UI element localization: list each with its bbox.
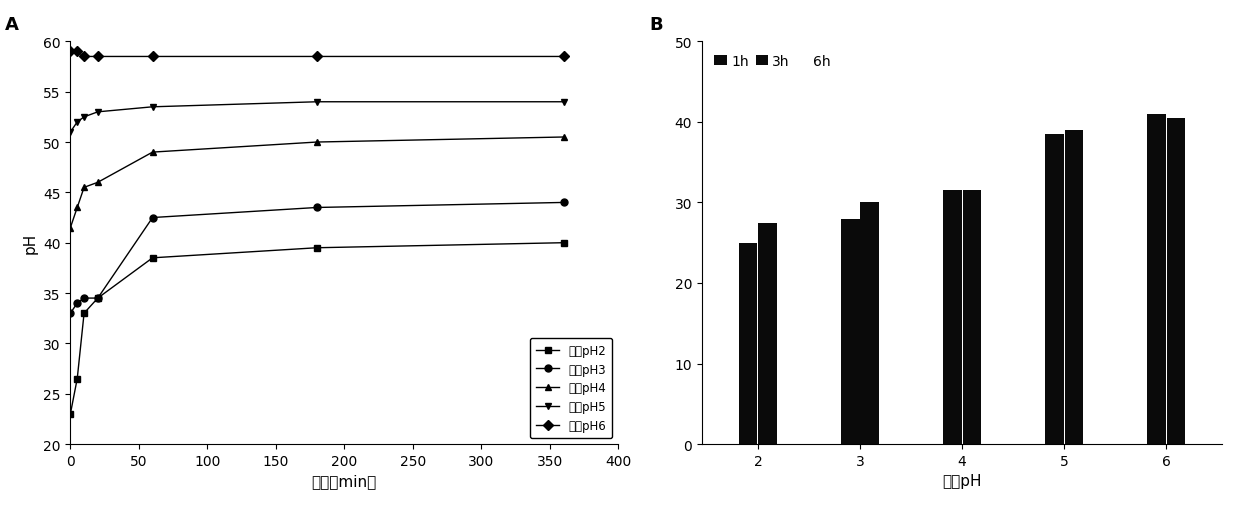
初始pH5 [90,110,105,116]
初始pH2 [145,255,160,261]
初始pH4 [69,205,84,211]
初始pH4 [77,185,92,191]
初始pH6 [69,49,84,56]
初始pH6 [556,55,571,61]
Bar [860,203,878,444]
初始pH6 [63,49,78,56]
Line: 初始pH2: 初始pH2 [67,240,567,418]
初始pH4 [556,135,571,141]
Line: 初始pH5: 初始pH5 [67,99,567,136]
Bar [1046,135,1063,444]
初始pH3 [90,295,105,301]
初始pH2 [310,245,325,251]
Bar [1167,119,1184,444]
初始pH3 [145,215,160,221]
初始pH4 [145,150,160,156]
初始pH3 [69,300,84,307]
X-axis label: 初始pH: 初始pH [943,473,981,488]
初始pH6 [77,55,92,61]
初始pH6 [90,55,105,61]
Legend: 初始pH2, 初始pH3, 初始pH4, 初始pH5, 初始pH6: 初始pH2, 初始pH3, 初始pH4, 初始pH5, 初始pH6 [530,338,612,438]
Bar [1064,131,1083,444]
Bar [740,243,757,444]
初始pH3 [556,200,571,206]
初始pH5 [77,115,92,121]
Text: B: B [649,16,663,34]
初始pH5 [63,130,78,136]
Bar [943,191,961,444]
初始pH5 [556,99,571,106]
初始pH3 [77,295,92,301]
初始pH4 [90,180,105,186]
初始pH5 [145,105,160,111]
初始pH4 [63,225,78,231]
初始pH3 [310,205,325,211]
初始pH4 [310,140,325,146]
Line: 初始pH4: 初始pH4 [67,134,567,232]
初始pH2 [63,411,78,417]
Bar [1147,115,1166,444]
Bar [841,219,860,444]
初始pH6 [310,55,325,61]
Bar [963,191,981,444]
X-axis label: 时间（min）: 时间（min） [312,473,377,488]
Line: 初始pH6: 初始pH6 [67,49,567,61]
初始pH2 [77,311,92,317]
初始pH6 [145,55,160,61]
Legend: 1h, 3h, 6h: 1h, 3h, 6h [709,49,836,74]
初始pH3 [63,311,78,317]
Line: 初始pH3: 初始pH3 [67,199,567,317]
初始pH2 [69,376,84,382]
初始pH2 [556,240,571,246]
初始pH5 [310,99,325,106]
Text: A: A [5,16,19,34]
初始pH5 [69,120,84,126]
Bar [758,223,777,444]
Y-axis label: pH: pH [22,233,37,254]
初始pH2 [90,295,105,301]
